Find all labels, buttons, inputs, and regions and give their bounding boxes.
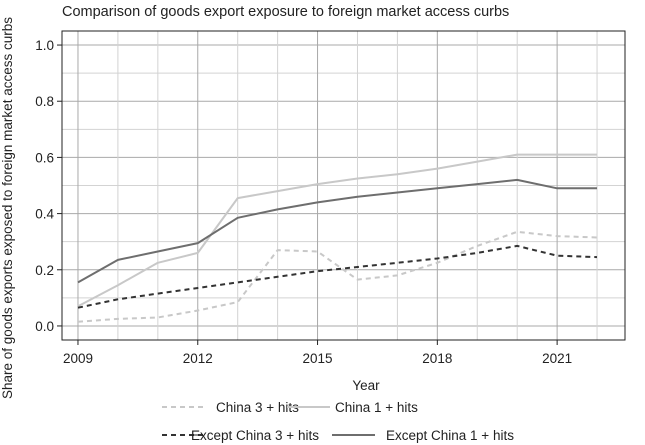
y-axis-ticks: 0.0 0.2 0.4 0.6 0.8 1.0 <box>35 38 62 334</box>
x-tick-label: 2009 <box>63 351 93 366</box>
series-line-china-1-hits <box>77 153 597 308</box>
legend-label-china-1-hits: China 1 + hits <box>335 400 418 415</box>
y-tick-label: 0.4 <box>35 207 54 222</box>
legend: China 3 + hits China 1 + hits Except Chi… <box>162 400 514 443</box>
y-tick-label: 0.8 <box>35 94 54 109</box>
series-line-china-3-hits <box>77 230 598 323</box>
y-tick-label: 0.6 <box>35 150 54 165</box>
chart-title: Comparison of goods export exposure to f… <box>62 4 509 20</box>
series-layer <box>77 153 598 323</box>
gridlines <box>62 31 625 340</box>
legend-label-except-china-1-hits: Except China 1 + hits <box>386 428 514 443</box>
plot-frame <box>61 30 626 341</box>
x-tick-label: 2018 <box>422 351 452 366</box>
x-tick-label: 2012 <box>183 351 213 366</box>
legend-label-except-china-3-hits: Except China 3 + hits <box>191 428 319 443</box>
y-axis-label: Share of goods exports exposed to foreig… <box>0 17 15 399</box>
x-axis-ticks: 2009 2012 2015 2018 2021 <box>63 340 572 366</box>
x-axis-label: Year <box>352 378 380 393</box>
legend-label-china-3-hits: China 3 + hits <box>216 400 299 415</box>
y-tick-label: 0.2 <box>35 263 54 278</box>
x-tick-label: 2021 <box>542 351 572 366</box>
series-line-except-china-1-hits <box>77 178 597 284</box>
y-tick-label: 1.0 <box>35 38 54 53</box>
y-tick-label: 0.0 <box>35 319 54 334</box>
series-line-except-china-3-hits <box>77 244 598 309</box>
x-tick-label: 2015 <box>303 351 333 366</box>
